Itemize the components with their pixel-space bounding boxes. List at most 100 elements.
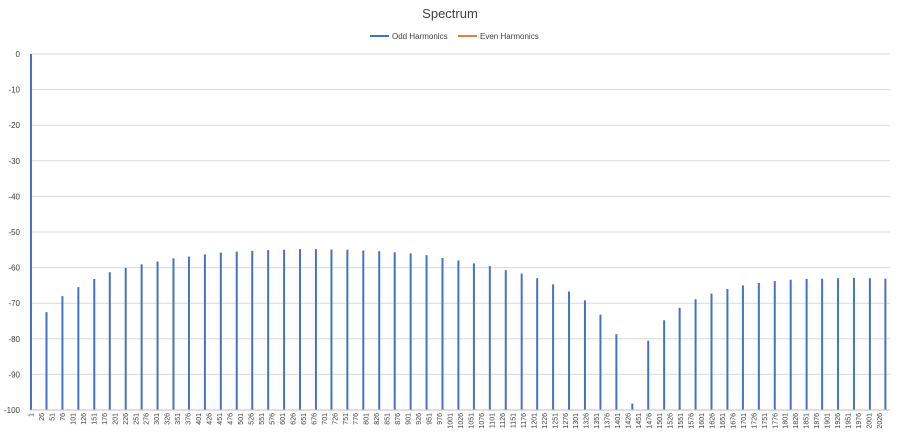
x-tick-label: 1301 [573, 413, 580, 429]
x-tick-label: 1776 [772, 413, 779, 429]
x-tick-label: 1951 [846, 413, 853, 429]
x-tick-label: 451 [217, 413, 224, 425]
x-tick-label: 1551 [678, 413, 685, 429]
x-tick-label: 1026 [458, 413, 465, 429]
x-tick-label: 1651 [720, 413, 727, 429]
x-tick-label: 601 [280, 413, 287, 425]
x-tick-label: 1351 [594, 413, 601, 429]
x-tick-label: 951 [427, 413, 434, 425]
x-tick-label: 276 [144, 413, 151, 425]
y-tick-label: -70 [8, 299, 20, 308]
x-tick-label: 1876 [814, 413, 821, 429]
x-tick-label: 1476 [647, 413, 654, 429]
x-tick-label: 751 [343, 413, 350, 425]
x-tick-label: 551 [259, 413, 266, 425]
y-tick-label: -80 [8, 335, 20, 344]
legend-label-odd: Odd Harmonics [392, 32, 448, 41]
x-tick-label: 1201 [531, 413, 538, 429]
x-tick-label: 1276 [563, 413, 570, 429]
x-tick-label: 376 [186, 413, 193, 425]
y-tick-label: -90 [8, 370, 20, 379]
legend-label-even: Even Harmonics [480, 32, 539, 41]
y-tick-label: -40 [8, 192, 20, 201]
x-tick-label: 1126 [500, 413, 507, 428]
y-tick-label: -100 [4, 406, 21, 415]
x-tick-label: 226 [123, 413, 130, 425]
x-tick-label: 1601 [699, 413, 706, 429]
x-tick-label: 726 [332, 413, 339, 425]
x-tick-label: 1151 [510, 413, 517, 428]
x-tick-label: 1576 [688, 413, 695, 429]
x-tick-label: 676 [311, 413, 318, 425]
x-tick-label: 1976 [856, 413, 863, 429]
x-tick-label: 851 [385, 413, 392, 425]
x-tick-label: 1926 [835, 413, 842, 429]
x-tick-label: 1226 [542, 413, 549, 429]
x-tick-label: 626 [290, 413, 297, 425]
y-tick-label: -20 [8, 121, 20, 130]
gridlines [31, 53, 890, 375]
x-tick-label: 201 [112, 413, 119, 425]
x-tick-label: 651 [301, 413, 308, 425]
x-tick-label: 501 [238, 413, 245, 425]
y-tick-label: 0 [16, 50, 21, 59]
x-tick-label: 26 [39, 413, 46, 421]
x-tick-label: 76 [60, 413, 67, 421]
x-tick-label: 901 [406, 413, 413, 425]
x-tick-label: 1526 [668, 413, 675, 429]
x-tick-label: 976 [437, 413, 444, 425]
x-tick-label: 301 [154, 413, 161, 425]
x-tick-label: 1501 [657, 413, 664, 429]
x-tick-label: 101 [70, 413, 77, 425]
x-tick-label: 1176 [521, 413, 528, 428]
x-tick-label: 1801 [783, 413, 790, 429]
x-tick-label: 351 [175, 413, 182, 425]
x-tick-label: 1101 [489, 413, 496, 428]
x-tick-label: 1701 [741, 413, 748, 429]
x-tick-label: 2001 [867, 413, 874, 429]
y-tick-label: -10 [8, 86, 20, 95]
y-axis-ticks: 0 -10 -20 -30 -40 -50 -60 -70 -80 -90 -100 [4, 50, 21, 415]
x-tick-label: 476 [228, 413, 235, 425]
x-tick-label: 1751 [762, 413, 769, 429]
x-tick-label: 426 [207, 413, 214, 425]
x-tick-label: 1 [29, 413, 36, 417]
x-tick-label: 326 [165, 413, 172, 425]
x-tick-label: 801 [364, 413, 371, 425]
x-tick-label: 1851 [804, 413, 811, 429]
x-tick-label: 1676 [730, 413, 737, 429]
x-tick-label: 1451 [636, 413, 643, 429]
x-tick-label: 826 [374, 413, 381, 425]
x-tick-label: 1076 [479, 413, 486, 429]
x-tick-label: 701 [322, 413, 329, 425]
x-tick-label: 1251 [552, 413, 559, 429]
x-tick-label: 401 [196, 413, 203, 425]
legend: Odd Harmonics Even Harmonics [370, 32, 539, 41]
x-tick-label: 1826 [793, 413, 800, 429]
odd-harmonics-series [30, 54, 887, 410]
y-tick-label: -50 [8, 228, 20, 237]
x-tick-label: 1626 [709, 413, 716, 429]
x-tick-label: 151 [91, 413, 98, 425]
x-tick-label: 926 [416, 413, 423, 425]
x-tick-label: 876 [395, 413, 402, 425]
x-tick-label: 176 [102, 413, 109, 425]
x-axis: 1 26 51 76 101 126 151 176 201 226 251 276 301 326 351… [29, 409, 890, 429]
x-tick-label: 251 [133, 413, 140, 425]
x-tick-label: 1426 [626, 413, 633, 429]
x-tick-label: 1051 [468, 413, 475, 429]
x-tick-label: 576 [269, 413, 276, 425]
x-tick-label: 1726 [751, 413, 758, 429]
x-tick-label: 1901 [825, 413, 832, 429]
x-tick-label: 126 [81, 413, 88, 425]
x-tick-label: 1401 [615, 413, 622, 429]
chart-title: Spectrum [422, 6, 478, 21]
x-tick-label: 526 [248, 413, 255, 425]
x-tick-label: 776 [353, 413, 360, 425]
y-tick-label: -60 [8, 264, 20, 273]
x-tick-label: 1326 [584, 413, 591, 429]
x-tick-label: 51 [49, 413, 56, 421]
y-tick-label: -30 [8, 157, 20, 166]
x-tick-label: 1001 [448, 413, 455, 429]
